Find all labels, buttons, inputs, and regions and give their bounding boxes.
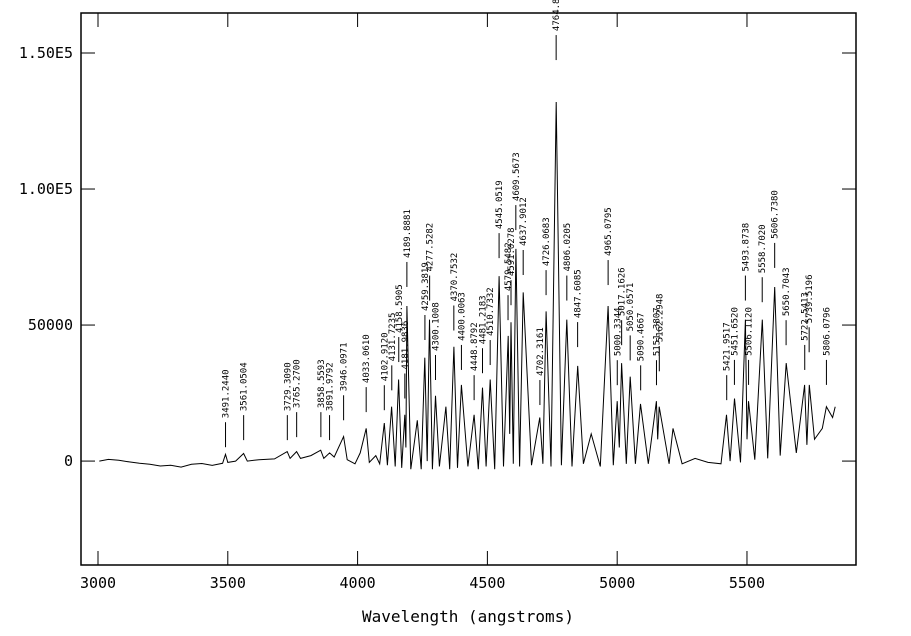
line-label: 4481.2183 <box>479 295 489 344</box>
line-label: 3561.0504 <box>240 362 250 411</box>
line-label: 3946.0971 <box>340 342 350 391</box>
line-label: 5421.9517 <box>723 322 733 371</box>
x-tick-label: 3500 <box>210 574 246 592</box>
line-label: 5000.3344 <box>613 307 623 356</box>
line-label: 4370.7532 <box>450 253 460 302</box>
line-label: 4510.7332 <box>486 287 496 336</box>
y-tick-label: 1.00E5 <box>19 180 73 198</box>
line-label: 4033.0610 <box>362 334 372 383</box>
line-label: 4591.0278 <box>507 227 517 276</box>
line-label: 5650.7043 <box>782 267 792 316</box>
line-label: 4277.5282 <box>426 223 436 272</box>
spectrum-line <box>99 101 836 470</box>
x-axis-label: Wavelength (angstroms) <box>362 607 574 626</box>
line-label: 4259.3819 <box>421 262 431 311</box>
line-label: 5090.4667 <box>637 313 647 362</box>
line-label: 3891.9792 <box>326 362 336 411</box>
line-label: 5017.1626 <box>618 267 628 316</box>
line-label: 4764.8646 <box>552 0 562 31</box>
y-tick-label: 0 <box>64 452 73 470</box>
line-label: 3765.2700 <box>293 359 303 408</box>
line-label: 5506.1120 <box>745 307 755 356</box>
line-label: 4400.0063 <box>457 292 467 341</box>
line-label: 3491.2440 <box>222 369 232 418</box>
line-label: 5151.3807 <box>652 307 662 356</box>
line-label: 4158.5905 <box>395 284 405 333</box>
line-label: 4702.3161 <box>536 327 546 376</box>
line-label: 3858.5593 <box>317 359 327 408</box>
line-label: 4545.0519 <box>495 180 505 229</box>
y-tick-label: 50000 <box>28 316 73 334</box>
line-label: 5558.7020 <box>758 224 768 273</box>
line-label: 5162.2948 <box>655 294 665 343</box>
line-label: 4131.7235 <box>388 313 398 362</box>
x-tick-label: 3000 <box>80 574 116 592</box>
line-label: 3729.3090 <box>283 362 293 411</box>
line-label: 4637.9012 <box>519 197 529 246</box>
line-label: 5493.8738 <box>741 223 751 272</box>
x-tick-label: 5500 <box>729 574 765 592</box>
line-label: 5451.6520 <box>730 307 740 356</box>
x-tick-label: 5000 <box>599 574 635 592</box>
line-label: 4102.9120 <box>380 332 390 381</box>
line-label: 5806.0796 <box>822 307 832 356</box>
line-label: 4448.8792 <box>470 322 480 371</box>
line-label: 4609.5673 <box>512 152 522 201</box>
line-label: 5606.7380 <box>771 190 781 239</box>
line-label: 4726.0683 <box>542 217 552 266</box>
line-label: 4300.1008 <box>431 302 441 351</box>
plot-frame <box>80 12 857 566</box>
line-label: 5722.5413 <box>801 292 811 341</box>
y-tick-label: 1.50E5 <box>19 44 73 62</box>
line-label: 4847.6085 <box>574 269 584 318</box>
line-label: 4965.0795 <box>604 207 614 256</box>
line-label: 4806.0205 <box>563 223 573 272</box>
line-label: 4579.5482 <box>504 242 514 291</box>
line-label: 5739.5196 <box>805 274 815 323</box>
line-label: 5050.0571 <box>626 283 636 332</box>
line-label: 4181.9836 <box>401 321 411 370</box>
x-tick-label: 4000 <box>340 574 376 592</box>
line-label: 4189.8881 <box>403 209 413 258</box>
x-tick-label: 4500 <box>469 574 505 592</box>
